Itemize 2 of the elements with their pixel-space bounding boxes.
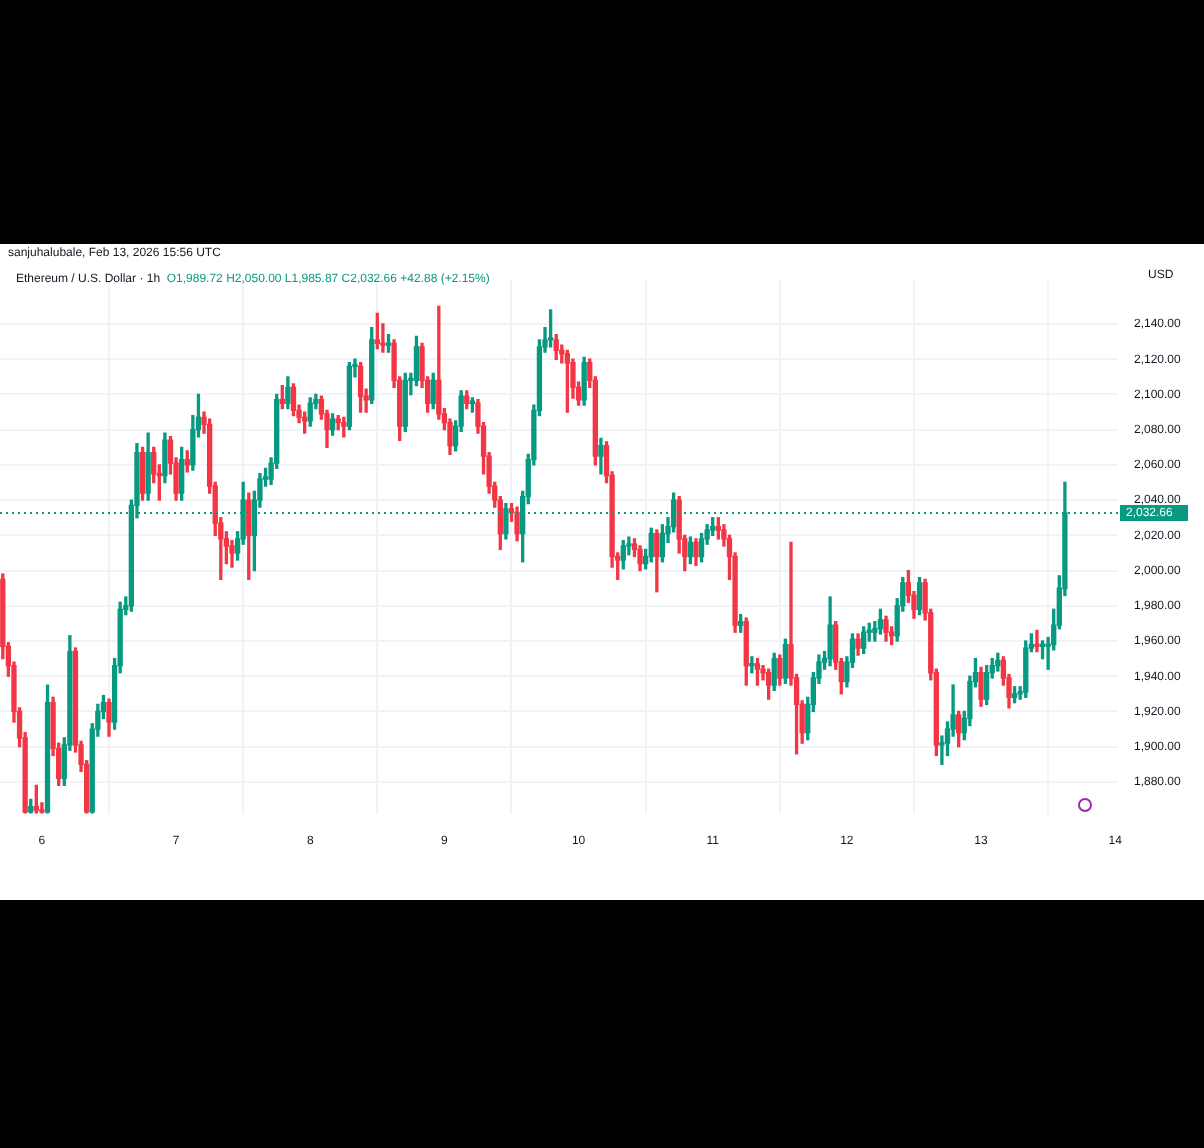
candlestick [1034,629,1040,653]
candlestick [749,656,755,674]
